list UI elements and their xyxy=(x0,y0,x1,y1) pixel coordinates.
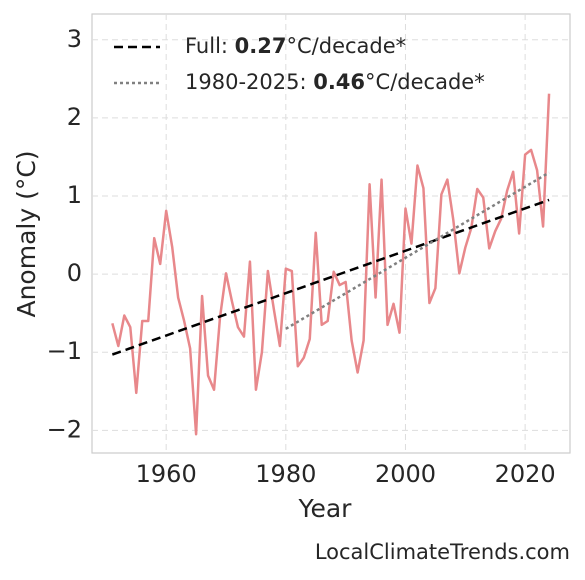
y-axis-label: Anomaly (°C) xyxy=(12,150,41,317)
legend-unit: °C/decade* xyxy=(287,34,407,58)
legend-label: 1980-2025: 0.46°C/decade* xyxy=(185,70,485,94)
footer: LocalClimateTrends.com xyxy=(315,540,570,564)
y-tick-label: 3 xyxy=(67,25,82,53)
legend-text: 1980-2025: xyxy=(185,70,313,94)
y-tick-label: 2 xyxy=(67,103,82,131)
legend-rate: 0.27 xyxy=(235,34,287,58)
trend-line xyxy=(111,198,550,356)
x-tick-label: 2020 xyxy=(495,460,556,488)
y-tick-label: −2 xyxy=(47,415,82,443)
y-tick-label: 1 xyxy=(67,181,82,209)
x-tick-label: 1960 xyxy=(136,460,197,488)
x-axis-label: Year xyxy=(298,494,353,523)
legend-unit: °C/decade* xyxy=(365,70,485,94)
legend-text: Full: xyxy=(185,34,235,58)
y-tick-label: −1 xyxy=(47,337,82,365)
legend-label: Full: 0.27°C/decade* xyxy=(185,34,406,58)
x-tick-label: 2000 xyxy=(375,460,436,488)
plot-frame xyxy=(91,13,571,454)
y-tick-label: 0 xyxy=(67,259,82,287)
data-line xyxy=(111,93,551,436)
x-tick-label: 1980 xyxy=(255,460,316,488)
legend-rate: 0.46 xyxy=(313,70,365,94)
